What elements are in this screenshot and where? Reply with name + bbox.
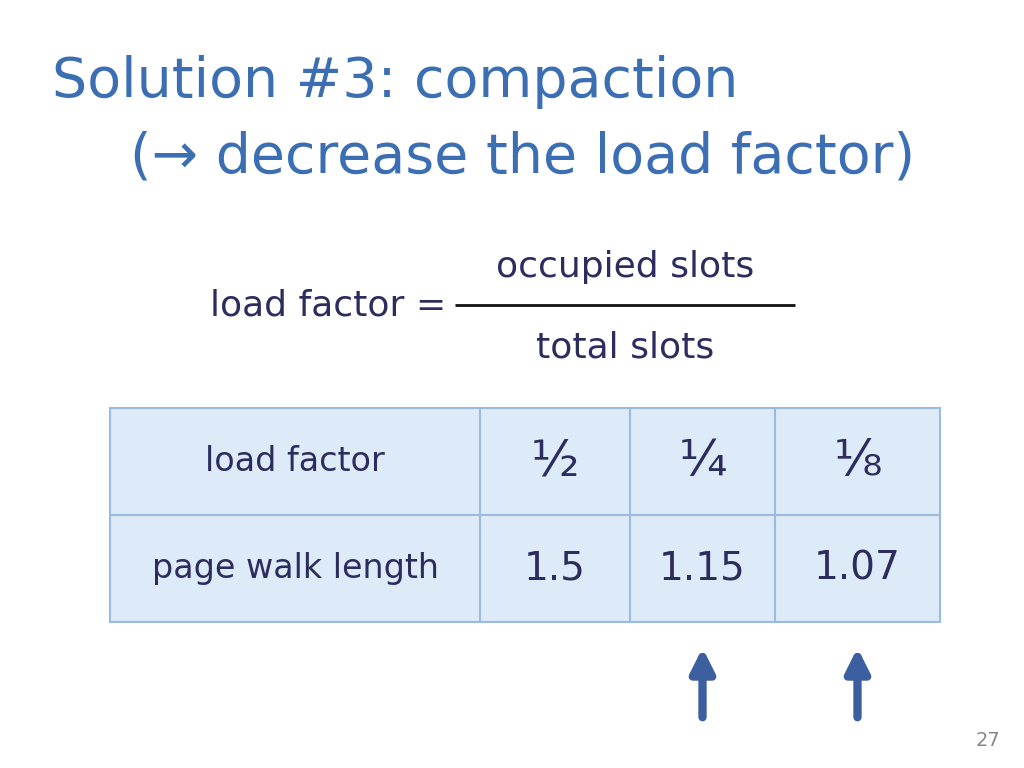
Text: total slots: total slots [536,330,714,364]
Text: load factor: load factor [205,445,385,478]
Text: 1.5: 1.5 [524,549,586,588]
Text: 1.15: 1.15 [659,549,745,588]
Text: (→ decrease the load factor): (→ decrease the load factor) [130,130,915,184]
Text: ⅛: ⅛ [834,438,882,485]
Text: 27: 27 [975,731,1000,750]
Text: 1.07: 1.07 [814,549,901,588]
Bar [110,408,940,622]
Text: load factor =: load factor = [210,288,458,322]
Text: page walk length: page walk length [152,552,438,585]
Text: ½: ½ [530,438,580,485]
Text: ¼: ¼ [678,438,727,485]
Text: occupied slots: occupied slots [496,250,754,284]
Text: Solution #3: compaction: Solution #3: compaction [52,55,738,109]
